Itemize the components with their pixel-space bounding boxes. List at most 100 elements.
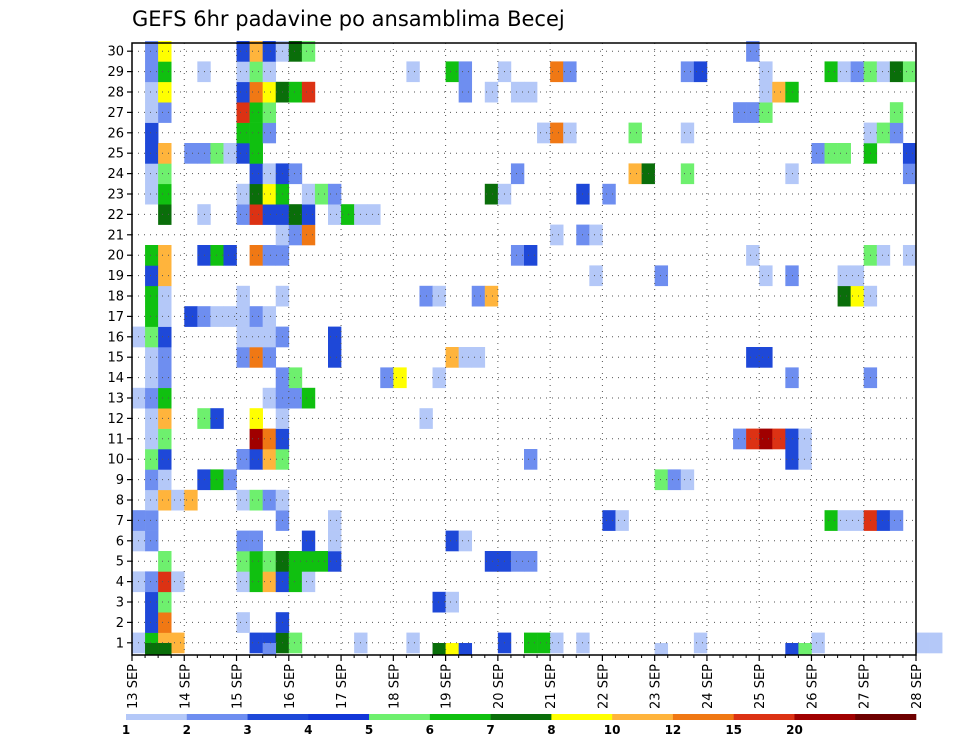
heatmap-cell	[471, 347, 486, 368]
heatmap-cell	[145, 163, 159, 185]
heatmap-cell	[223, 306, 237, 327]
heatmap-cell	[158, 143, 172, 164]
y-tick-label: 27	[107, 106, 124, 121]
heatmap-cell	[798, 449, 812, 470]
y-tick-label: 12	[107, 412, 124, 427]
heatmap-cell	[288, 41, 303, 62]
y-tick-label: 25	[107, 147, 124, 162]
heatmap-cell	[171, 489, 185, 511]
heatmap-cell	[249, 408, 263, 429]
heatmap-cell	[249, 245, 263, 266]
heatmap-cell	[510, 81, 525, 103]
heatmap-cell	[746, 347, 760, 368]
heatmap-cell	[850, 510, 865, 531]
heatmap-cell	[902, 61, 917, 83]
heatmap-cell	[654, 643, 669, 655]
y-tick-label: 24	[107, 167, 124, 182]
heatmap-cell	[249, 163, 263, 185]
y-tick-label: 11	[107, 432, 124, 447]
heatmap-cell	[145, 347, 159, 368]
legend-swatch	[733, 714, 795, 720]
heatmap-cell	[262, 122, 277, 144]
heatmap-cell	[537, 632, 551, 654]
heatmap-cell	[145, 61, 159, 83]
heatmap-cell	[158, 326, 172, 348]
y-tick-label: 9	[116, 473, 124, 488]
heatmap-cells	[132, 41, 943, 655]
heatmap-cell	[249, 204, 263, 225]
y-tick-label: 3	[116, 596, 124, 611]
heatmap-cell	[733, 428, 747, 450]
heatmap-cell	[458, 61, 473, 83]
heatmap-cell	[484, 183, 499, 205]
heatmap-cell	[589, 265, 603, 287]
heatmap-cell	[301, 530, 316, 552]
heatmap-cell	[236, 122, 250, 144]
heatmap-cell	[288, 551, 303, 572]
heatmap-cell	[314, 551, 329, 572]
heatmap-cell	[236, 326, 250, 348]
y-tick-label: 22	[107, 208, 124, 223]
heatmap-cell	[236, 285, 250, 307]
heatmap-cell	[746, 102, 760, 123]
x-tick-label: 16 SEP	[283, 664, 298, 709]
heatmap-cell	[262, 347, 277, 368]
legend-swatch	[672, 714, 734, 720]
heatmap-cell	[288, 632, 303, 654]
heatmap-cell	[158, 41, 172, 62]
heatmap-cell	[876, 510, 891, 531]
heatmap-cell	[184, 143, 198, 164]
chart-title: GEFS 6hr padavine po ansamblima Becej	[132, 7, 565, 31]
heatmap-cell	[667, 469, 682, 491]
legend-swatch	[490, 714, 552, 720]
heatmap-cell	[158, 571, 172, 593]
legend-label: 8	[547, 723, 555, 737]
heatmap-cell	[798, 428, 812, 450]
heatmap-cell	[210, 306, 224, 327]
heatmap-cell	[262, 183, 277, 205]
heatmap-cell	[746, 245, 760, 266]
heatmap-cell	[759, 428, 773, 450]
heatmap-cell	[902, 163, 917, 185]
heatmap-cell	[589, 224, 603, 246]
x-tick-label: 28 SEP	[910, 664, 925, 709]
heatmap-cell	[158, 204, 172, 225]
heatmap-cell	[262, 551, 277, 572]
heatmap-cell	[889, 61, 904, 83]
heatmap-cell	[850, 285, 865, 307]
heatmap-cell	[236, 489, 250, 511]
heatmap-cell	[824, 61, 838, 83]
heatmap-cell	[171, 571, 185, 593]
heatmap-cell	[262, 306, 277, 327]
heatmap-cell	[654, 265, 669, 287]
heatmap-cell	[798, 643, 812, 655]
heatmap-cell	[184, 306, 198, 327]
heatmap-cell	[328, 347, 342, 368]
heatmap-cell	[524, 551, 538, 572]
heatmap-cell	[876, 122, 891, 144]
heatmap-cell	[484, 551, 499, 572]
legend-swatch	[247, 714, 309, 720]
heatmap-cell	[171, 632, 185, 654]
y-tick-label: 1	[116, 636, 124, 651]
heatmap-cell	[249, 143, 263, 164]
heatmap-cell	[471, 285, 486, 307]
heatmap-cell	[458, 530, 473, 552]
heatmap-cell	[158, 591, 172, 613]
heatmap-cell	[288, 204, 303, 225]
heatmap-cell	[145, 591, 159, 613]
heatmap-cell	[328, 204, 342, 225]
color-legend: 1 2 3 4 5 6 7 8 10 12 15 20	[122, 714, 917, 737]
heatmap-cell	[145, 326, 159, 348]
heatmap-cell	[406, 632, 420, 654]
heatmap-cell	[902, 143, 917, 164]
heatmap-cell	[158, 469, 172, 491]
heatmap-cell	[341, 204, 355, 225]
heatmap-cell	[236, 347, 250, 368]
heatmap-cell	[484, 81, 499, 103]
heatmap-cell	[236, 41, 250, 62]
heatmap-cell	[236, 81, 250, 103]
heatmap-cell	[772, 428, 786, 450]
x-tick-label: 24 SEP	[701, 664, 716, 709]
heatmap-cell	[301, 204, 316, 225]
